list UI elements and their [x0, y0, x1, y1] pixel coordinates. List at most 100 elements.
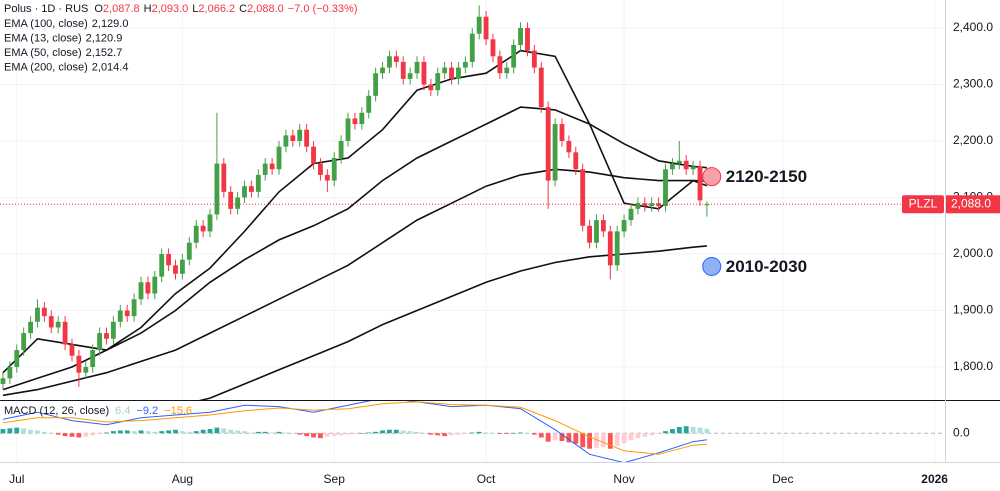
- x-tick-label: Jul: [9, 472, 24, 486]
- histogram-bar: [359, 433, 365, 434]
- ohlc-value: 2,066.2: [198, 3, 235, 15]
- histogram-bar: [566, 433, 572, 443]
- ohlc-value: 2,088.0: [247, 3, 284, 15]
- candle-body: [69, 344, 75, 356]
- candle-body: [124, 310, 130, 317]
- symbol-tag: PLZL: [909, 196, 938, 210]
- histogram-bar: [683, 426, 689, 434]
- histogram-bar: [262, 431, 268, 434]
- candle-body: [552, 124, 558, 181]
- candle-body: [421, 61, 427, 85]
- candle-body: [76, 355, 82, 373]
- signal-line: [2, 401, 707, 455]
- candle-body: [573, 152, 579, 170]
- y-tick-label: 2,300.0: [953, 77, 993, 91]
- annotation-label: 2010-2030: [726, 257, 807, 276]
- x-tick-label: Dec: [772, 472, 793, 486]
- ema-name: EMA (50, close): [4, 47, 82, 59]
- histogram-bar: [152, 431, 158, 434]
- histogram-bar: [179, 431, 185, 434]
- histogram-bar: [511, 433, 517, 434]
- candle-body: [387, 56, 392, 68]
- histogram-bar: [297, 433, 303, 435]
- histogram-bar: [669, 429, 675, 434]
- histogram-bar: [428, 433, 434, 435]
- candle-body: [628, 208, 634, 221]
- candle-body: [242, 186, 247, 198]
- x-tick-label: Oct: [477, 472, 496, 486]
- candle-body: [683, 160, 689, 170]
- histogram-bar: [124, 430, 130, 434]
- candle-body: [269, 163, 275, 170]
- candle-body: [469, 33, 475, 62]
- candle-body: [83, 367, 89, 373]
- candle-body: [297, 129, 303, 142]
- histogram-bar: [283, 432, 289, 434]
- histogram-bar: [21, 428, 27, 434]
- ema-value: 2,014.4: [92, 61, 129, 73]
- histogram-bar: [538, 433, 544, 438]
- histogram-bar: [352, 433, 358, 434]
- histogram-bar: [393, 429, 399, 434]
- histogram-bar: [469, 432, 475, 434]
- candle-body: [62, 321, 68, 345]
- candle-body: [663, 169, 668, 206]
- histogram-bar: [676, 426, 682, 434]
- histogram-bar: [228, 429, 234, 434]
- histogram-bar: [200, 429, 206, 434]
- histogram-bar: [221, 428, 227, 434]
- histogram-bar: [214, 427, 220, 434]
- candle-body: [145, 282, 151, 294]
- ohlc-key: H: [144, 3, 152, 15]
- macd-value: −15.6: [164, 405, 192, 417]
- histogram-bar: [324, 433, 330, 437]
- candle-body: [193, 225, 199, 243]
- candle-body: [152, 276, 158, 294]
- candle-body: [690, 166, 696, 170]
- candle-body: [393, 56, 399, 62]
- histogram-bar: [166, 430, 172, 434]
- candle-body: [483, 16, 489, 40]
- histogram-bar: [55, 433, 61, 435]
- candle-body: [0, 378, 6, 384]
- candle-body: [366, 95, 372, 113]
- candle-body: [518, 28, 523, 45]
- candle-body: [35, 307, 40, 322]
- histogram-bar: [614, 433, 620, 446]
- histogram-bar: [483, 432, 489, 434]
- price-tag-bg: [946, 195, 1000, 214]
- histogram-bar: [104, 432, 109, 434]
- histogram-bar: [276, 431, 282, 434]
- candle-body: [580, 169, 586, 226]
- candle-body: [214, 163, 220, 215]
- y-tick-label: 2,000.0: [953, 246, 993, 260]
- histogram-bar: [366, 432, 372, 434]
- candle-body: [97, 333, 103, 351]
- candle-body: [566, 141, 572, 153]
- change-value: −7.0 (−0.33%): [288, 3, 358, 15]
- candle-body: [159, 254, 165, 277]
- candle-body: [104, 333, 109, 339]
- candle-body: [600, 220, 606, 232]
- candle-body: [21, 333, 27, 351]
- candle-body: [28, 321, 33, 334]
- histogram-bar: [580, 433, 586, 448]
- histogram-bar: [345, 433, 351, 435]
- candle-body: [207, 214, 213, 232]
- candle-body: [235, 197, 241, 209]
- candle-body: [407, 73, 413, 79]
- histogram-bar: [269, 432, 275, 434]
- symbol-title: Polus · 1D · RUS: [4, 3, 88, 15]
- histogram-bar: [304, 433, 310, 437]
- candle-body: [249, 186, 254, 192]
- candle-body: [400, 61, 406, 79]
- histogram-bar: [649, 433, 655, 436]
- histogram-bar: [48, 433, 54, 434]
- price-tag-value: 2,088.0: [951, 196, 991, 210]
- candle-body: [476, 16, 482, 34]
- candle-body: [525, 28, 530, 51]
- candle-body: [504, 67, 510, 74]
- ema-line: [2, 168, 707, 397]
- ohlc-value: 2,087.8: [103, 3, 140, 15]
